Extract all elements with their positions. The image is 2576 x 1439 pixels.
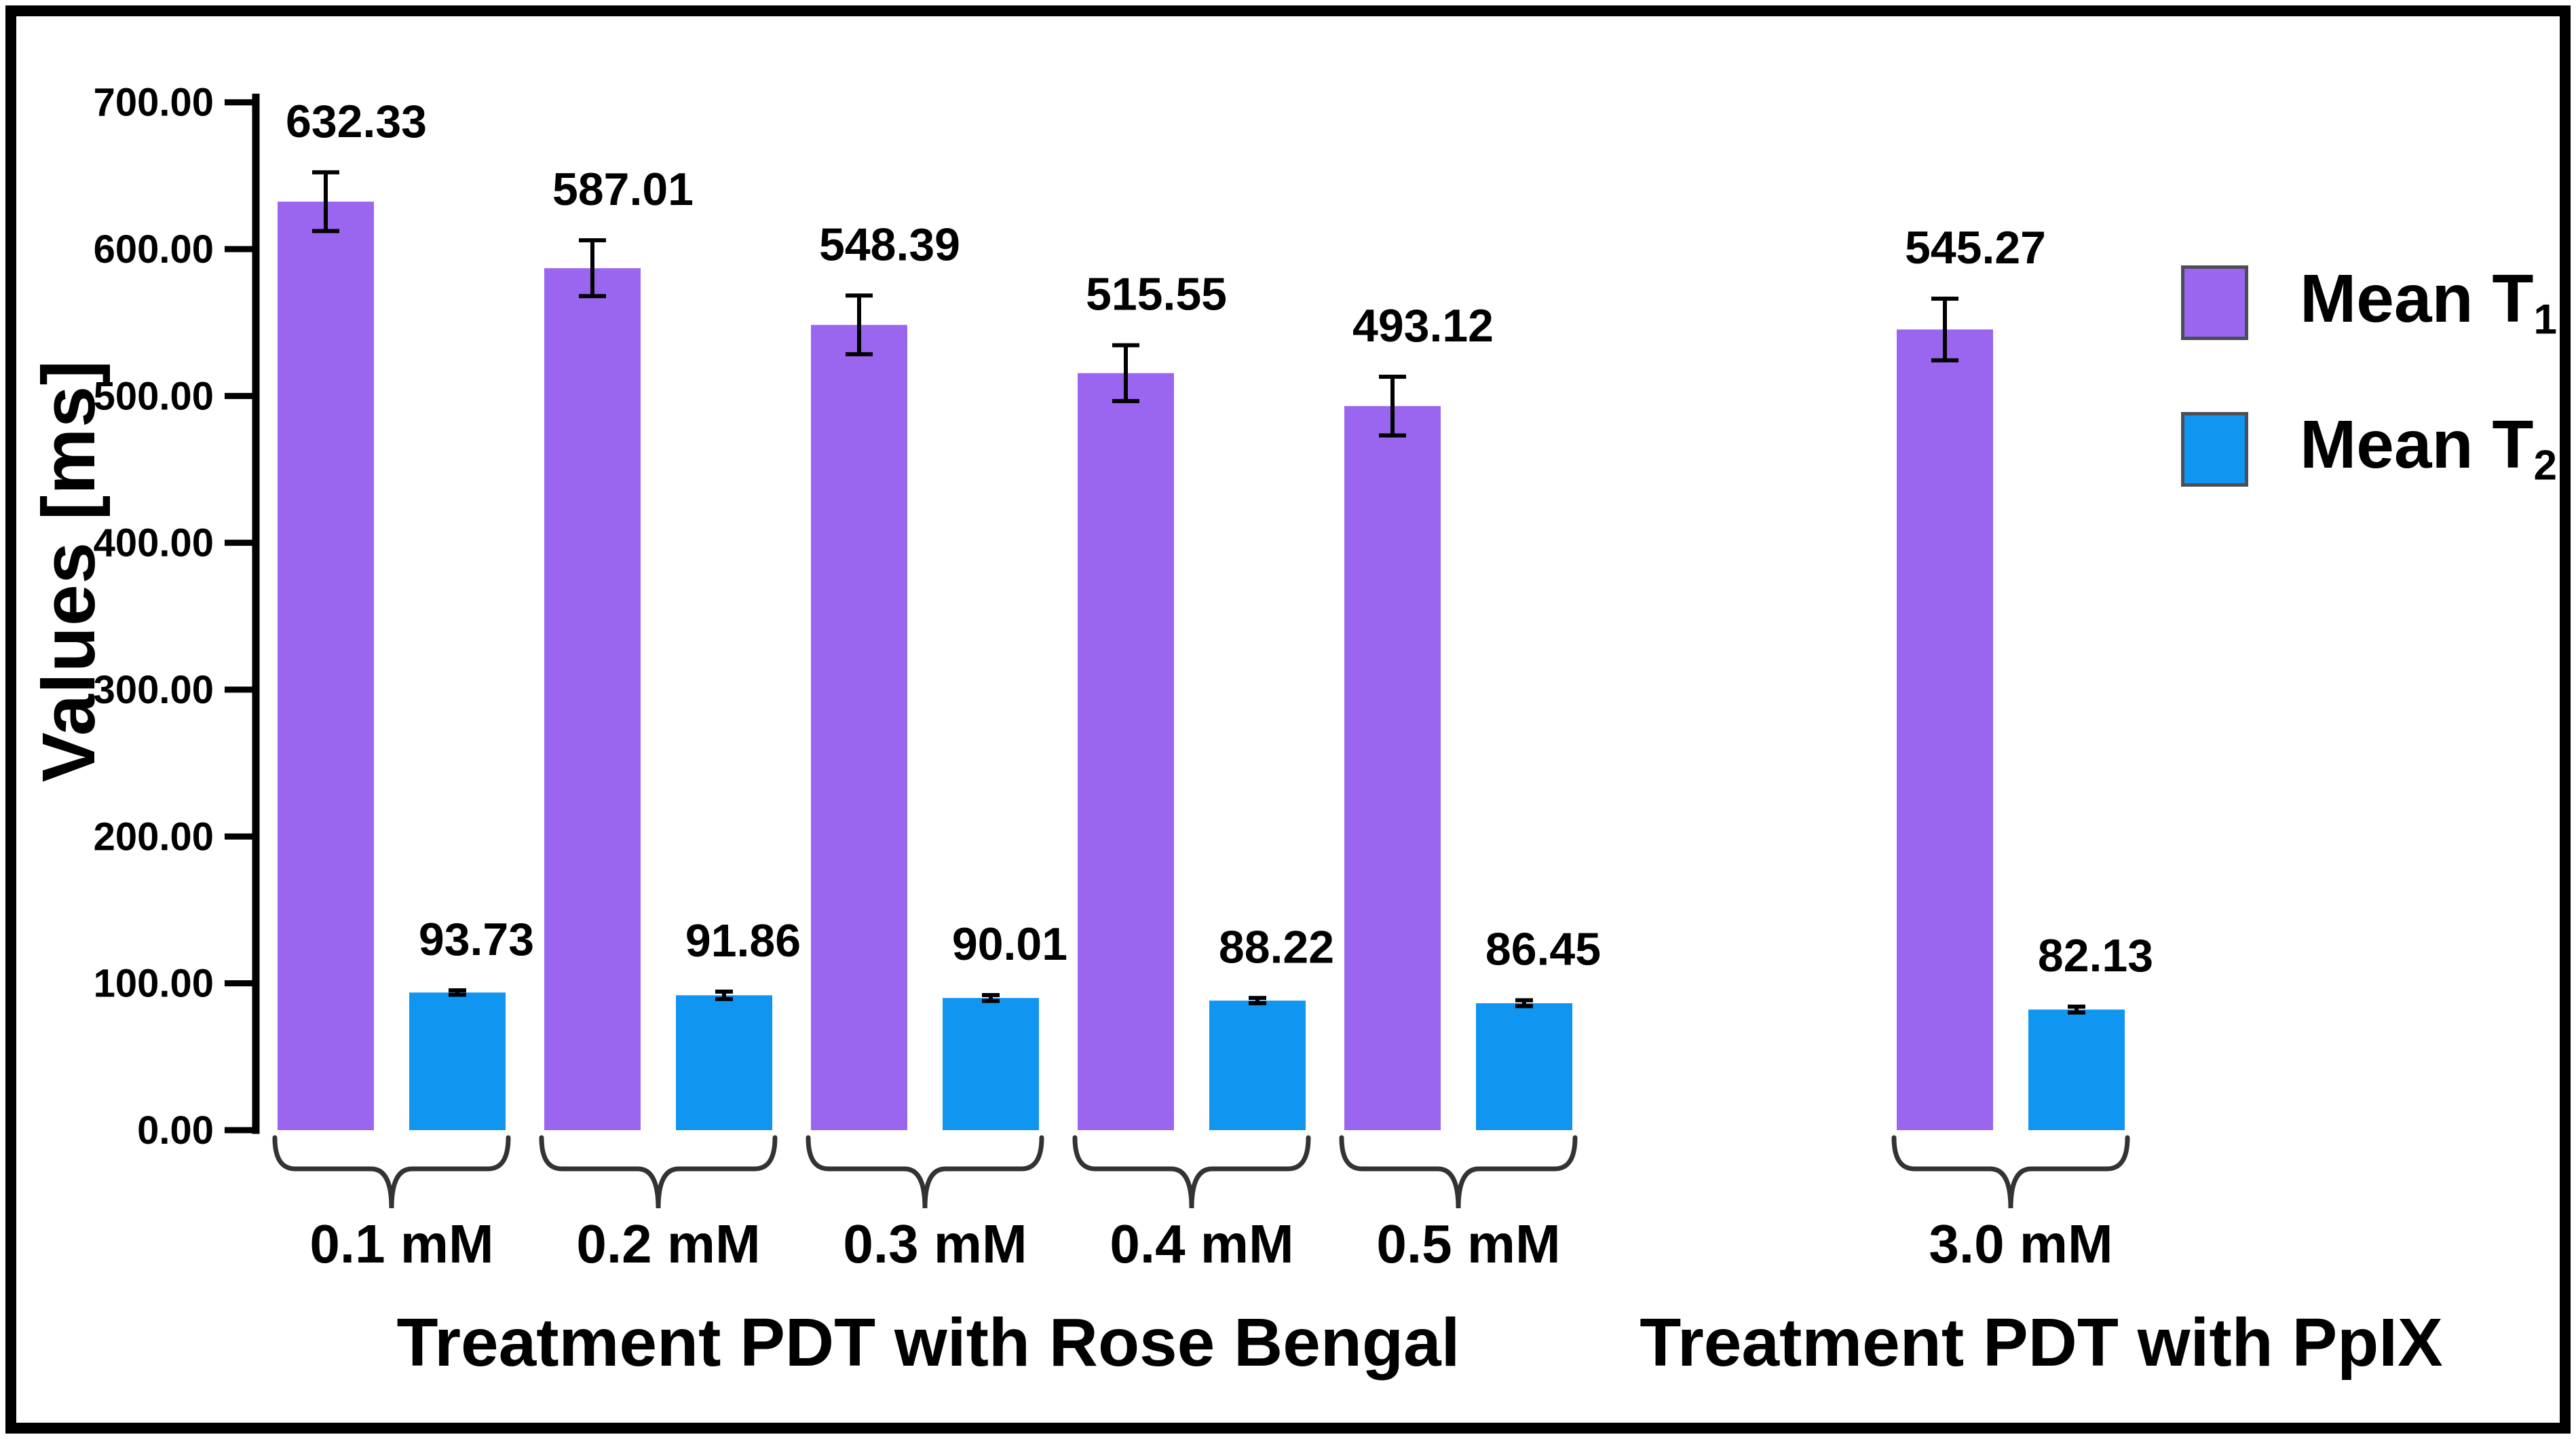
y-axis-title: Values [ms] <box>27 360 111 783</box>
category-label: 0.4 mM <box>1110 1214 1293 1274</box>
category-label: 0.5 mM <box>1376 1214 1560 1274</box>
legend: Mean T1 Mean T2 <box>2181 265 2557 487</box>
legend-label-mean-t1: Mean T1 <box>2300 261 2557 343</box>
value-label: 493.12 <box>1352 300 1494 352</box>
bar-mean-t2-0.5mM <box>1476 1003 1572 1130</box>
bar-mean-t2-3.0mM <box>2028 1009 2125 1130</box>
y-axis-tick-label: 500.00 <box>94 374 214 418</box>
legend-item-mean-t1: Mean T1 <box>2181 265 2557 341</box>
value-label: 545.27 <box>1905 222 2046 274</box>
group-brace <box>806 1135 1044 1209</box>
value-label: 515.55 <box>1086 269 1227 320</box>
bar-mean-t1-0.2mM <box>544 268 641 1130</box>
bar-mean-t1-0.5mM <box>1344 406 1441 1130</box>
bar-mean-t1-0.4mM <box>1078 373 1174 1130</box>
bar-mean-t2-0.4mM <box>1209 1001 1306 1130</box>
y-axis-tick-label: 300.00 <box>94 668 214 712</box>
y-axis-tick-label: 0.00 <box>137 1108 214 1153</box>
y-axis-tick-label: 200.00 <box>94 815 214 859</box>
value-label: 86.45 <box>1485 924 1601 975</box>
value-label: 91.86 <box>685 915 801 967</box>
category-label: 3.0 mM <box>1929 1214 2113 1274</box>
y-axis-tick-label: 400.00 <box>94 521 214 565</box>
group-brace <box>1072 1135 1311 1209</box>
value-label: 82.13 <box>2038 930 2153 982</box>
group-brace <box>1891 1135 2130 1209</box>
value-label: 632.33 <box>286 96 427 147</box>
bar-mean-t1-3.0mM <box>1897 329 1993 1130</box>
figure-frame <box>5 5 2571 1434</box>
section-label: Treatment PDT with Rose Bengal <box>397 1305 1460 1381</box>
bar-mean-t1-0.3mM <box>811 324 907 1130</box>
category-label: 0.1 mM <box>309 1214 493 1274</box>
y-axis-tick-label: 600.00 <box>94 227 214 272</box>
group-brace <box>1339 1135 1578 1209</box>
category-label: 0.2 mM <box>576 1214 760 1274</box>
value-label: 93.73 <box>419 914 534 965</box>
group-brace <box>272 1135 511 1209</box>
legend-swatch-mean-t1 <box>2181 265 2248 341</box>
legend-label-mean-t2: Mean T2 <box>2300 407 2557 489</box>
bar-mean-t2-0.3mM <box>943 998 1039 1130</box>
bar-mean-t2-0.2mM <box>676 995 772 1130</box>
category-label: 0.3 mM <box>843 1214 1027 1274</box>
group-brace <box>539 1135 778 1209</box>
section-label: Treatment PDT with PpIX <box>1640 1305 2443 1381</box>
value-label: 90.01 <box>952 918 1067 970</box>
value-label: 88.22 <box>1219 921 1334 973</box>
value-label: 587.01 <box>552 164 694 215</box>
y-axis-tick-label: 700.00 <box>94 81 214 125</box>
y-axis-tick-label: 100.00 <box>94 962 214 1006</box>
legend-swatch-mean-t2 <box>2181 411 2248 487</box>
value-label: 548.39 <box>819 219 960 270</box>
legend-item-mean-t2: Mean T2 <box>2181 411 2557 487</box>
bar-mean-t1-0.1mM <box>278 202 374 1130</box>
bar-mean-t2-0.1mM <box>409 992 506 1130</box>
